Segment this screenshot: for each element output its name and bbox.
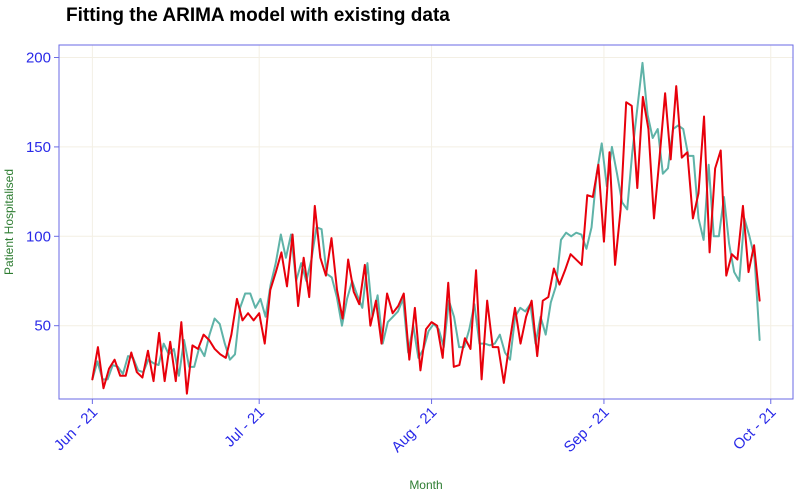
series-lines bbox=[91, 61, 761, 395]
x-tick-label: Oct - 21 bbox=[730, 404, 780, 454]
series-line-2 bbox=[91, 85, 761, 395]
y-tick-label: 50 bbox=[34, 318, 51, 335]
x-tick-label: Jul - 21 bbox=[221, 404, 268, 451]
y-tick-label: 200 bbox=[26, 50, 51, 67]
y-tick-label: 150 bbox=[26, 139, 51, 156]
x-axis-title: Month bbox=[409, 478, 442, 492]
x-axis-ticks: Jun - 21 Jul - 21 Aug - 21 Sep - 21 Oct - 21 bbox=[51, 399, 780, 456]
x-tick-label: Jun - 21 bbox=[51, 404, 101, 454]
chart-title: Fitting the ARIMA model with existing da… bbox=[66, 5, 450, 26]
y-tick-label: 100 bbox=[26, 228, 51, 245]
series-line-1 bbox=[91, 61, 761, 381]
y-axis-ticks: 50 100 150 200 bbox=[26, 50, 59, 335]
plot-frame bbox=[58, 44, 794, 400]
y-axis-title: Patient Hospitalised bbox=[2, 169, 16, 275]
x-tick-label: Sep - 21 bbox=[561, 404, 613, 456]
x-tick-label: Aug - 21 bbox=[388, 404, 440, 456]
